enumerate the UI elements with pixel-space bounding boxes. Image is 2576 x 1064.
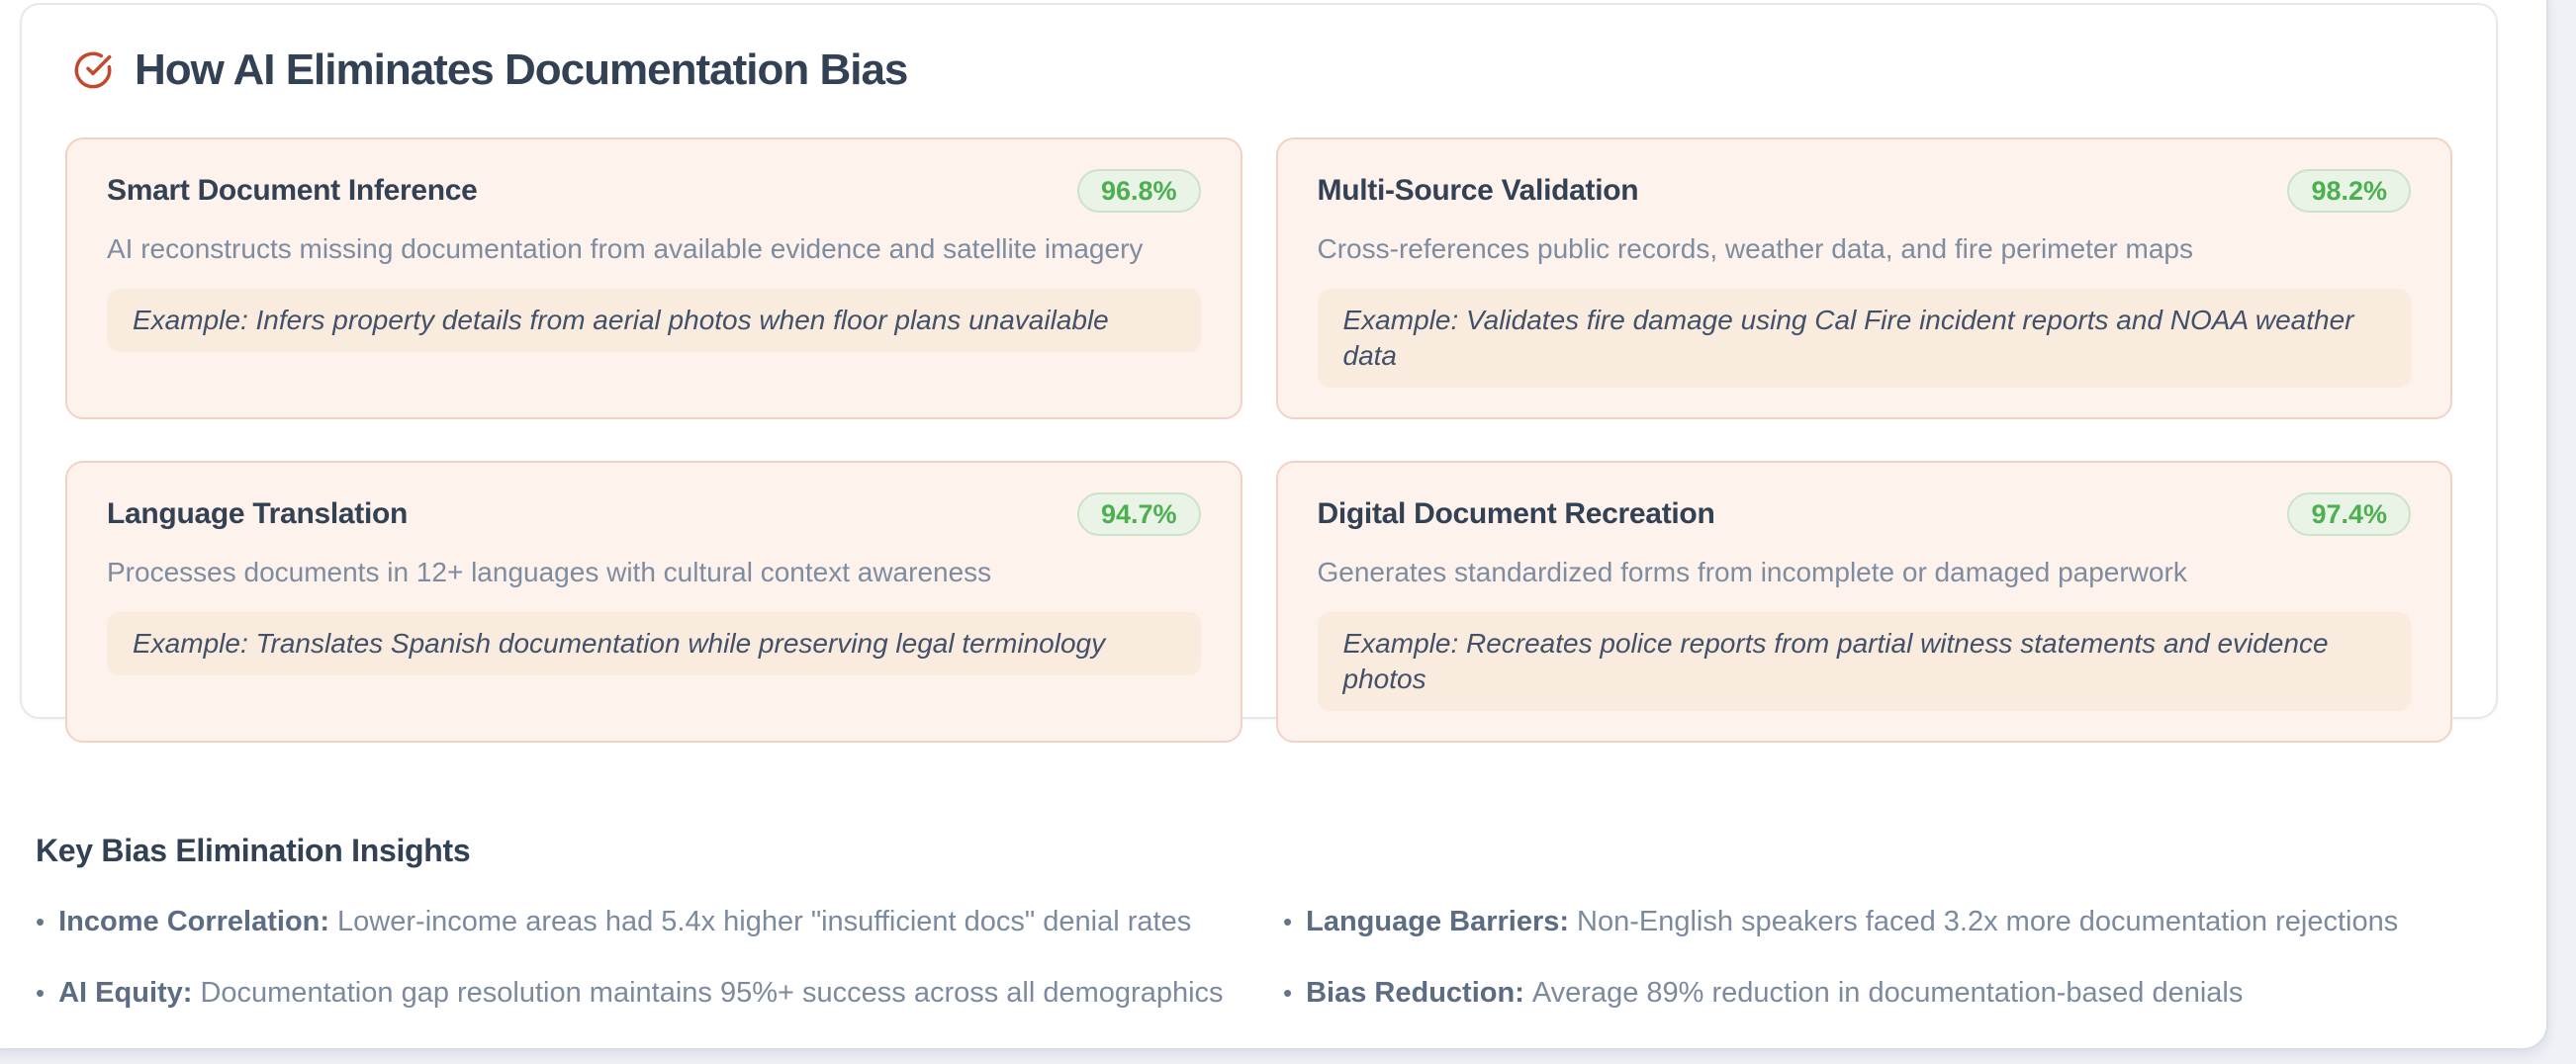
insight-label: AI Equity: (58, 977, 193, 1009)
card-description: Processes documents in 12+ languages wit… (107, 557, 992, 587)
insight-text: Lower-income areas had 5.4x higher "insu… (337, 906, 1192, 937)
card-title: Multi-Source Validation (1317, 174, 1639, 207)
card-example: Example: Validates fire damage using Cal… (1317, 289, 2411, 388)
card-title: Smart Document Inference (107, 174, 478, 207)
bullet-dot-icon: • (36, 978, 46, 1008)
panel-header: How AI Eliminates Documentation Bias (73, 44, 2452, 96)
bullet-dot-icon: • (1283, 907, 1293, 936)
check-circle-icon (73, 50, 113, 90)
insight-language-barriers: • Language Barriers: Non-English speakers … (1283, 902, 2461, 941)
card-example: Example: Translates Spanish documentatio… (107, 612, 1201, 675)
bullet-dot-icon: • (36, 907, 46, 936)
card-header: Smart Document Inference 96.8% (107, 169, 1201, 213)
bullet-dot-icon: • (1283, 978, 1293, 1008)
card-example: Example: Recreates police reports from p… (1317, 612, 2411, 711)
insight-label: Bias Reduction: (1306, 977, 1524, 1009)
feature-card-multi-source-validation: Multi-Source Validation 98.2% Cross-refe… (1275, 137, 2452, 419)
feature-card-language-translation: Language Translation 94.7% Processes doc… (65, 461, 1242, 743)
insights-heading: Key Bias Elimination Insights (36, 833, 471, 868)
card-description: Generates standardized forms from incomp… (1317, 557, 2187, 587)
card-example: Example: Infers property details from ae… (107, 289, 1201, 352)
accuracy-badge: 94.7% (1076, 492, 1201, 536)
documentation-bias-panel: How AI Eliminates Documentation Bias Sma… (20, 3, 2498, 743)
accuracy-badge: 96.8% (1076, 169, 1201, 213)
card-title: Language Translation (107, 497, 409, 530)
card-description: Cross-references public records, weather… (1317, 233, 2194, 264)
insight-bias-reduction: • Bias Reduction: Average 89% reduction in… (1283, 973, 2461, 1013)
insight-label: Income Correlation: (58, 906, 330, 937)
insight-text: Non-English speakers faced 3.2x more doc… (1577, 906, 2399, 937)
panel-title: How AI Eliminates Documentation Bias (135, 45, 908, 94)
accuracy-badge: 97.4% (2287, 492, 2411, 536)
insight-text: Documentation gap resolution maintains 9… (200, 977, 1224, 1009)
insight-label: Language Barriers: (1306, 906, 1570, 937)
insight-ai-equity: • AI Equity: Documentation gap resolution … (36, 973, 1283, 1013)
insight-text: Average 89% reduction in documentation-b… (1531, 977, 2244, 1009)
feature-cards-grid: Smart Document Inference 96.8% AI recons… (65, 137, 2452, 743)
insights-section: Key Bias Elimination Insights • Income Co… (36, 799, 2461, 1013)
card-description: AI reconstructs missing documentation fr… (107, 233, 1144, 264)
card-header: Multi-Source Validation 98.2% (1317, 169, 2411, 213)
card-title: Digital Document Recreation (1317, 497, 1715, 530)
feature-card-smart-document-inference: Smart Document Inference 96.8% AI recons… (65, 137, 1242, 419)
card-header: Digital Document Recreation 97.4% (1317, 492, 2411, 536)
insights-grid: • Income Correlation: Lower-income areas h… (36, 902, 2461, 1013)
accuracy-badge: 98.2% (2287, 169, 2411, 213)
insight-income-correlation: • Income Correlation: Lower-income areas h… (36, 902, 1283, 941)
card-header: Language Translation 94.7% (107, 492, 1201, 536)
feature-card-digital-document-recreation: Digital Document Recreation 97.4% Genera… (1275, 461, 2452, 743)
